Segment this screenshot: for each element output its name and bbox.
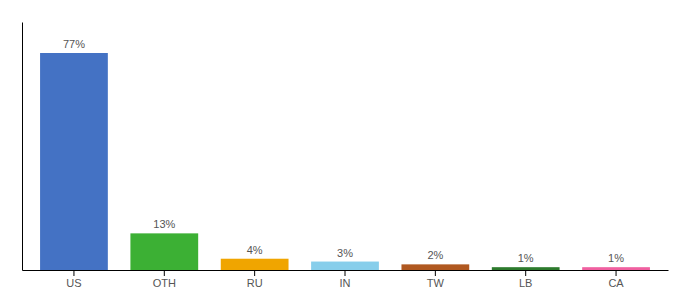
x-tick-mark xyxy=(525,270,526,276)
data-label: 2% xyxy=(427,249,443,261)
x-tick-mark xyxy=(616,270,617,276)
x-tick-label: RU xyxy=(247,277,263,289)
x-tick-label: IN xyxy=(340,277,351,289)
x-tick: CA xyxy=(608,270,624,289)
data-label: 4% xyxy=(247,244,263,256)
bar xyxy=(40,53,108,270)
bar xyxy=(582,267,650,270)
y-axis xyxy=(22,23,23,271)
x-tick-mark xyxy=(164,270,165,276)
chart-container: US OTH RU IN TW LB CA 77% 13% 4% 3% 2% 1% 1% xyxy=(0,0,680,300)
data-label: 13% xyxy=(153,218,175,230)
x-tick: RU xyxy=(247,270,263,289)
x-tick-label: TW xyxy=(427,277,445,289)
bar xyxy=(130,233,198,270)
chart-svg: US OTH RU IN TW LB CA 77% 13% 4% 3% 2% 1% 1% xyxy=(0,0,680,300)
y-axis-line xyxy=(22,23,23,271)
data-label: 77% xyxy=(63,38,85,50)
plot-area: US OTH RU IN TW LB CA 77% 13% 4% 3% 2% 1% 1% xyxy=(23,23,669,289)
bar xyxy=(221,259,289,270)
x-tick-mark xyxy=(345,270,346,276)
data-label: 1% xyxy=(518,252,534,264)
x-tick-label: CA xyxy=(608,277,624,289)
x-tick-mark xyxy=(73,270,74,276)
x-tick-mark xyxy=(254,270,255,276)
x-axis: US OTH RU IN TW LB CA xyxy=(23,270,669,289)
x-tick-label: LB xyxy=(519,277,532,289)
bar xyxy=(311,262,379,270)
x-tick: OTH xyxy=(153,270,176,289)
bar xyxy=(401,264,469,270)
x-tick-mark xyxy=(435,270,436,276)
x-tick-label: OTH xyxy=(153,277,176,289)
x-tick: LB xyxy=(519,270,532,289)
x-tick-label: US xyxy=(66,277,81,289)
data-label: 3% xyxy=(337,247,353,259)
x-tick: US xyxy=(66,270,81,289)
bars xyxy=(40,53,650,270)
data-labels: 77% 13% 4% 3% 2% 1% 1% xyxy=(63,38,624,264)
x-tick: TW xyxy=(427,270,445,289)
bar xyxy=(492,267,560,270)
x-tick: IN xyxy=(340,270,351,289)
data-label: 1% xyxy=(608,252,624,264)
